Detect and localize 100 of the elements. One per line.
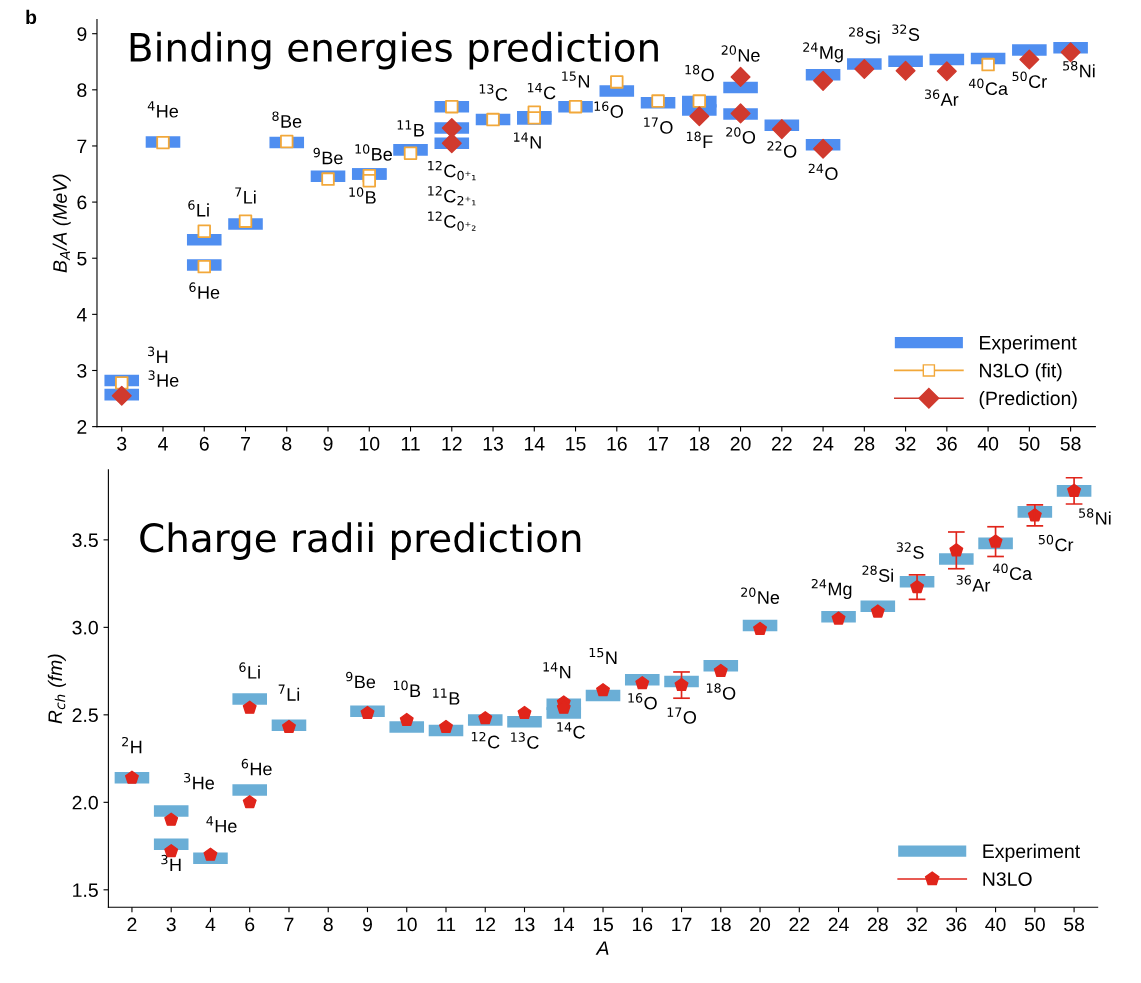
y-tick-label: 3	[77, 363, 87, 378]
y-tick-label: 2.0	[72, 795, 98, 810]
x-tick-label: 17	[672, 917, 692, 932]
annotation: $^{14}$N	[543, 662, 571, 679]
x-tick-label: 18	[689, 436, 710, 451]
y-tick-label: 4	[76, 308, 87, 322]
annotation: $^{16}$O	[594, 101, 623, 118]
x-tick-label: 16	[607, 436, 627, 451]
annotation: $^{3}$He	[184, 772, 214, 790]
annotation: $^{32}$S	[892, 24, 920, 41]
x-tick-label: 17	[648, 437, 668, 451]
annotation: $^{16}$O	[628, 693, 657, 710]
x-tick-label: 20	[730, 436, 751, 451]
x-tick-label: 50	[1019, 436, 1040, 451]
y-axis-title: B$_{A}$/A (MeV)	[52, 174, 71, 273]
y-tick-label: 3.0	[72, 620, 98, 635]
annotation: $^{9}$Be	[346, 671, 376, 689]
x-tick-label: 15	[593, 917, 614, 932]
legend-label: Experiment	[983, 843, 1080, 862]
annotation: $^{11}$B	[397, 120, 424, 137]
annotation: $^{13}$C	[511, 732, 539, 749]
x-tick-label: 12	[442, 436, 462, 451]
annotation: $^{11}$B	[433, 688, 460, 705]
text: b	[26, 9, 37, 25]
annotation: $^{12}$C$_{2⁺₁}$	[428, 186, 476, 206]
y-axis-title: R$_{ch}$ (fm)	[47, 654, 66, 724]
annotation: $^{24}$O	[808, 163, 838, 181]
annotation: $^{36}$Ar	[925, 89, 959, 106]
x-tick-label: 40	[977, 436, 999, 451]
x-tick-label: 50	[1024, 917, 1045, 932]
x-tick-label: 40	[985, 917, 1006, 932]
x-axis-title: A	[595, 941, 609, 955]
annotation: $^{2}$H	[122, 736, 142, 754]
annotation: $^{14}$C	[557, 722, 585, 739]
x-tick-label: 24	[828, 917, 849, 932]
annotation: $^{17}$O	[667, 707, 697, 724]
annotation: $^{4}$He	[206, 816, 237, 833]
x-tick-label: 3	[166, 917, 176, 932]
x-tick-label: 22	[771, 436, 792, 451]
x-tick-label: 7	[241, 437, 250, 451]
annotation: $^{6}$Li	[239, 662, 260, 679]
annotation: $^{32}$S	[896, 542, 924, 559]
annotation: $^{14}$C	[527, 82, 556, 100]
y-tick-label: 2	[77, 420, 87, 434]
x-tick-label: 13	[483, 436, 503, 451]
annotation: $^{6}$Li	[188, 200, 209, 217]
annotation: $^{18}$O	[706, 683, 736, 700]
annotation: $^{3}$H	[161, 854, 181, 872]
x-tick-label: 28	[867, 917, 888, 932]
annotation: $^{24}$Mg	[803, 42, 843, 63]
x-tick-label: 58	[1060, 436, 1081, 451]
x-tick-label: 18	[711, 917, 731, 932]
x-tick-label: 16	[632, 917, 653, 932]
x-tick-label: 13	[515, 917, 535, 932]
annotation: $^{10}$B	[349, 187, 376, 204]
annotation: $^{8}$Be	[272, 111, 302, 128]
y-tick-label: 9	[77, 27, 87, 41]
y-tick-label: 6	[77, 195, 87, 210]
annotation: $^{28}$Si	[849, 27, 880, 44]
annotation: $^{15}$N	[562, 71, 589, 88]
annotation: $^{10}$B	[393, 680, 421, 697]
x-tick-label: 11	[437, 917, 456, 932]
x-tick-label: 8	[323, 917, 333, 932]
annotation: $^{18}$O	[685, 64, 714, 82]
x-tick-label: 2	[127, 917, 137, 932]
x-tick-label: 4	[205, 917, 216, 932]
annotation: $^{10}$Be	[355, 144, 392, 161]
annotation: $^{13}$C	[479, 84, 508, 101]
annotation: $^{20}$O	[726, 127, 756, 144]
annotation: $^{22}$O	[767, 141, 797, 158]
x-tick-label: 10	[397, 917, 417, 932]
annotation: $^{6}$He	[241, 758, 272, 776]
y-tick-label: 7	[77, 139, 87, 153]
x-tick-label: 3	[117, 436, 127, 451]
annotation: $^{7}$Li	[278, 684, 300, 701]
annotation: $^{18}$F	[686, 131, 713, 148]
annotation: $^{15}$N	[589, 647, 617, 665]
annotation: $^{28}$Si	[862, 565, 893, 582]
x-tick-label: 32	[895, 436, 916, 451]
annotation: $^{7}$Li	[235, 187, 256, 204]
x-tick-label: 36	[936, 436, 957, 451]
x-tick-label: 24	[813, 436, 834, 451]
text: Charge radii prediction	[140, 522, 581, 560]
y-tick-label: 1.5	[73, 883, 98, 898]
annotation: $^{6}$He	[189, 282, 220, 299]
annotation: $^{58}$Ni	[1063, 60, 1095, 78]
annotation: $^{58}$Ni	[1079, 508, 1111, 525]
annotation: $^{50}$Cr	[1038, 534, 1074, 552]
x-tick-label: 6	[199, 436, 209, 451]
annotation: $^{12}$C$_{0⁺₁}$	[428, 160, 476, 181]
annotation: $^{20}$Ne	[721, 45, 760, 62]
x-tick-label: 36	[946, 917, 967, 932]
annotation: $^{36}$Ar	[956, 575, 991, 592]
legend-label: (Prediction)	[979, 391, 1077, 410]
y-tick-label: 2.5	[72, 708, 98, 723]
x-tick-label: 9	[323, 436, 333, 451]
x-tick-label: 6	[245, 917, 255, 932]
chart-title: Binding energies prediction	[130, 31, 658, 70]
annotation: $^{12}$C	[471, 731, 500, 749]
x-tick-label: 15	[566, 437, 586, 451]
